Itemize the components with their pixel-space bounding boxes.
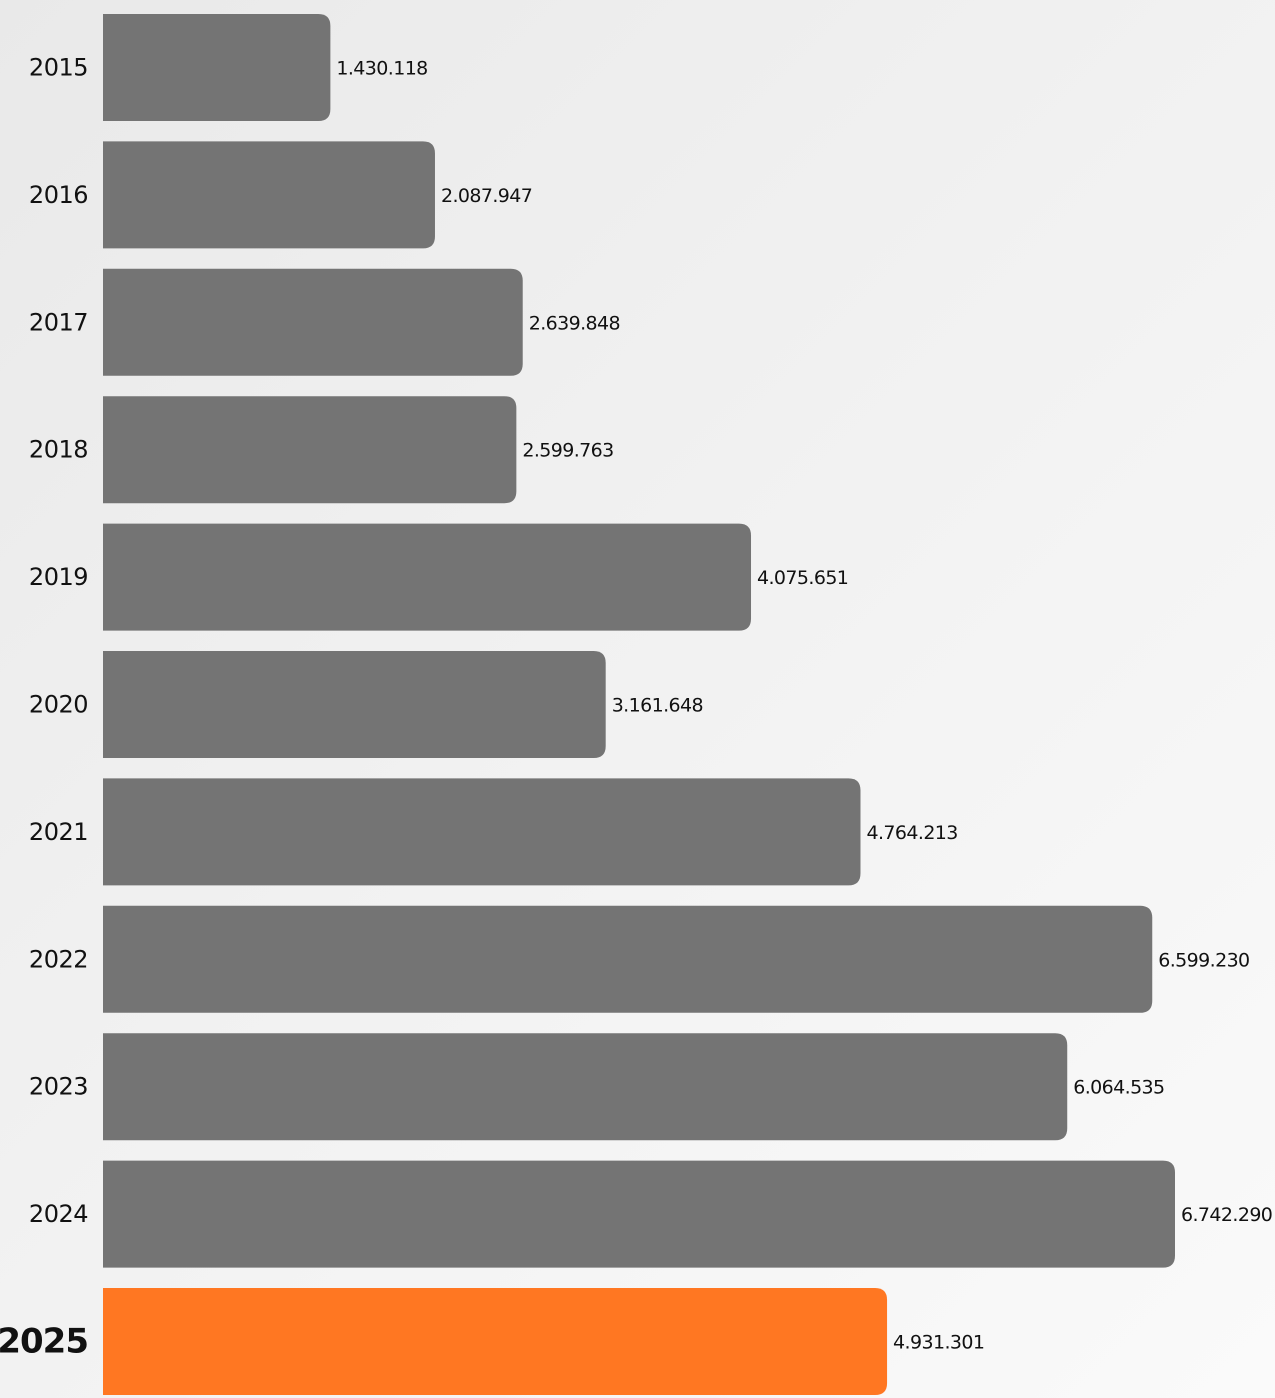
bar-2020 [103,651,606,758]
value-label-2024: 6.742.290 [1181,1204,1272,1226]
value-label-2017: 2.639.848 [529,312,620,334]
bar-2017 [103,268,523,376]
bar-2015 [103,14,331,121]
category-label-2021: 2021 [29,818,88,846]
bar-2024 [103,1160,1175,1268]
category-label-2025: 2025 [0,1322,88,1362]
category-label-2017: 2017 [29,308,88,336]
value-label-2016: 2.087.947 [441,185,532,207]
value-label-2015: 1.430.118 [336,58,427,80]
value-label-2020: 3.161.648 [612,695,703,717]
category-label-2015: 2015 [29,54,88,82]
category-label-2018: 2018 [29,436,88,464]
category-label-2024: 2024 [29,1200,88,1228]
category-label-2023: 2023 [29,1073,88,1101]
bar-2025 [103,1288,888,1395]
bars-layer: 2015 1.430.118 2016 2.087.947 2017 2.639.848 2… [0,14,1273,1395]
value-label-2018: 2.599.763 [522,440,613,462]
value-label-2022: 6.599.230 [1158,949,1249,971]
bar-2016 [103,141,435,249]
category-label-2016: 2016 [29,181,88,209]
category-label-2022: 2022 [29,945,88,973]
category-label-2019: 2019 [29,563,88,591]
bar-2021 [103,778,861,886]
value-label-2021: 4.764.213 [866,822,957,844]
bar-2019 [103,523,752,631]
bar-2018 [103,396,517,504]
category-label-2020: 2020 [29,691,88,719]
bar-2022 [103,905,1153,1013]
value-label-2023: 6.064.535 [1073,1077,1164,1099]
value-label-2025: 4.931.301 [893,1332,984,1354]
value-label-2019: 4.075.651 [757,567,848,589]
bar-2023 [103,1033,1068,1141]
